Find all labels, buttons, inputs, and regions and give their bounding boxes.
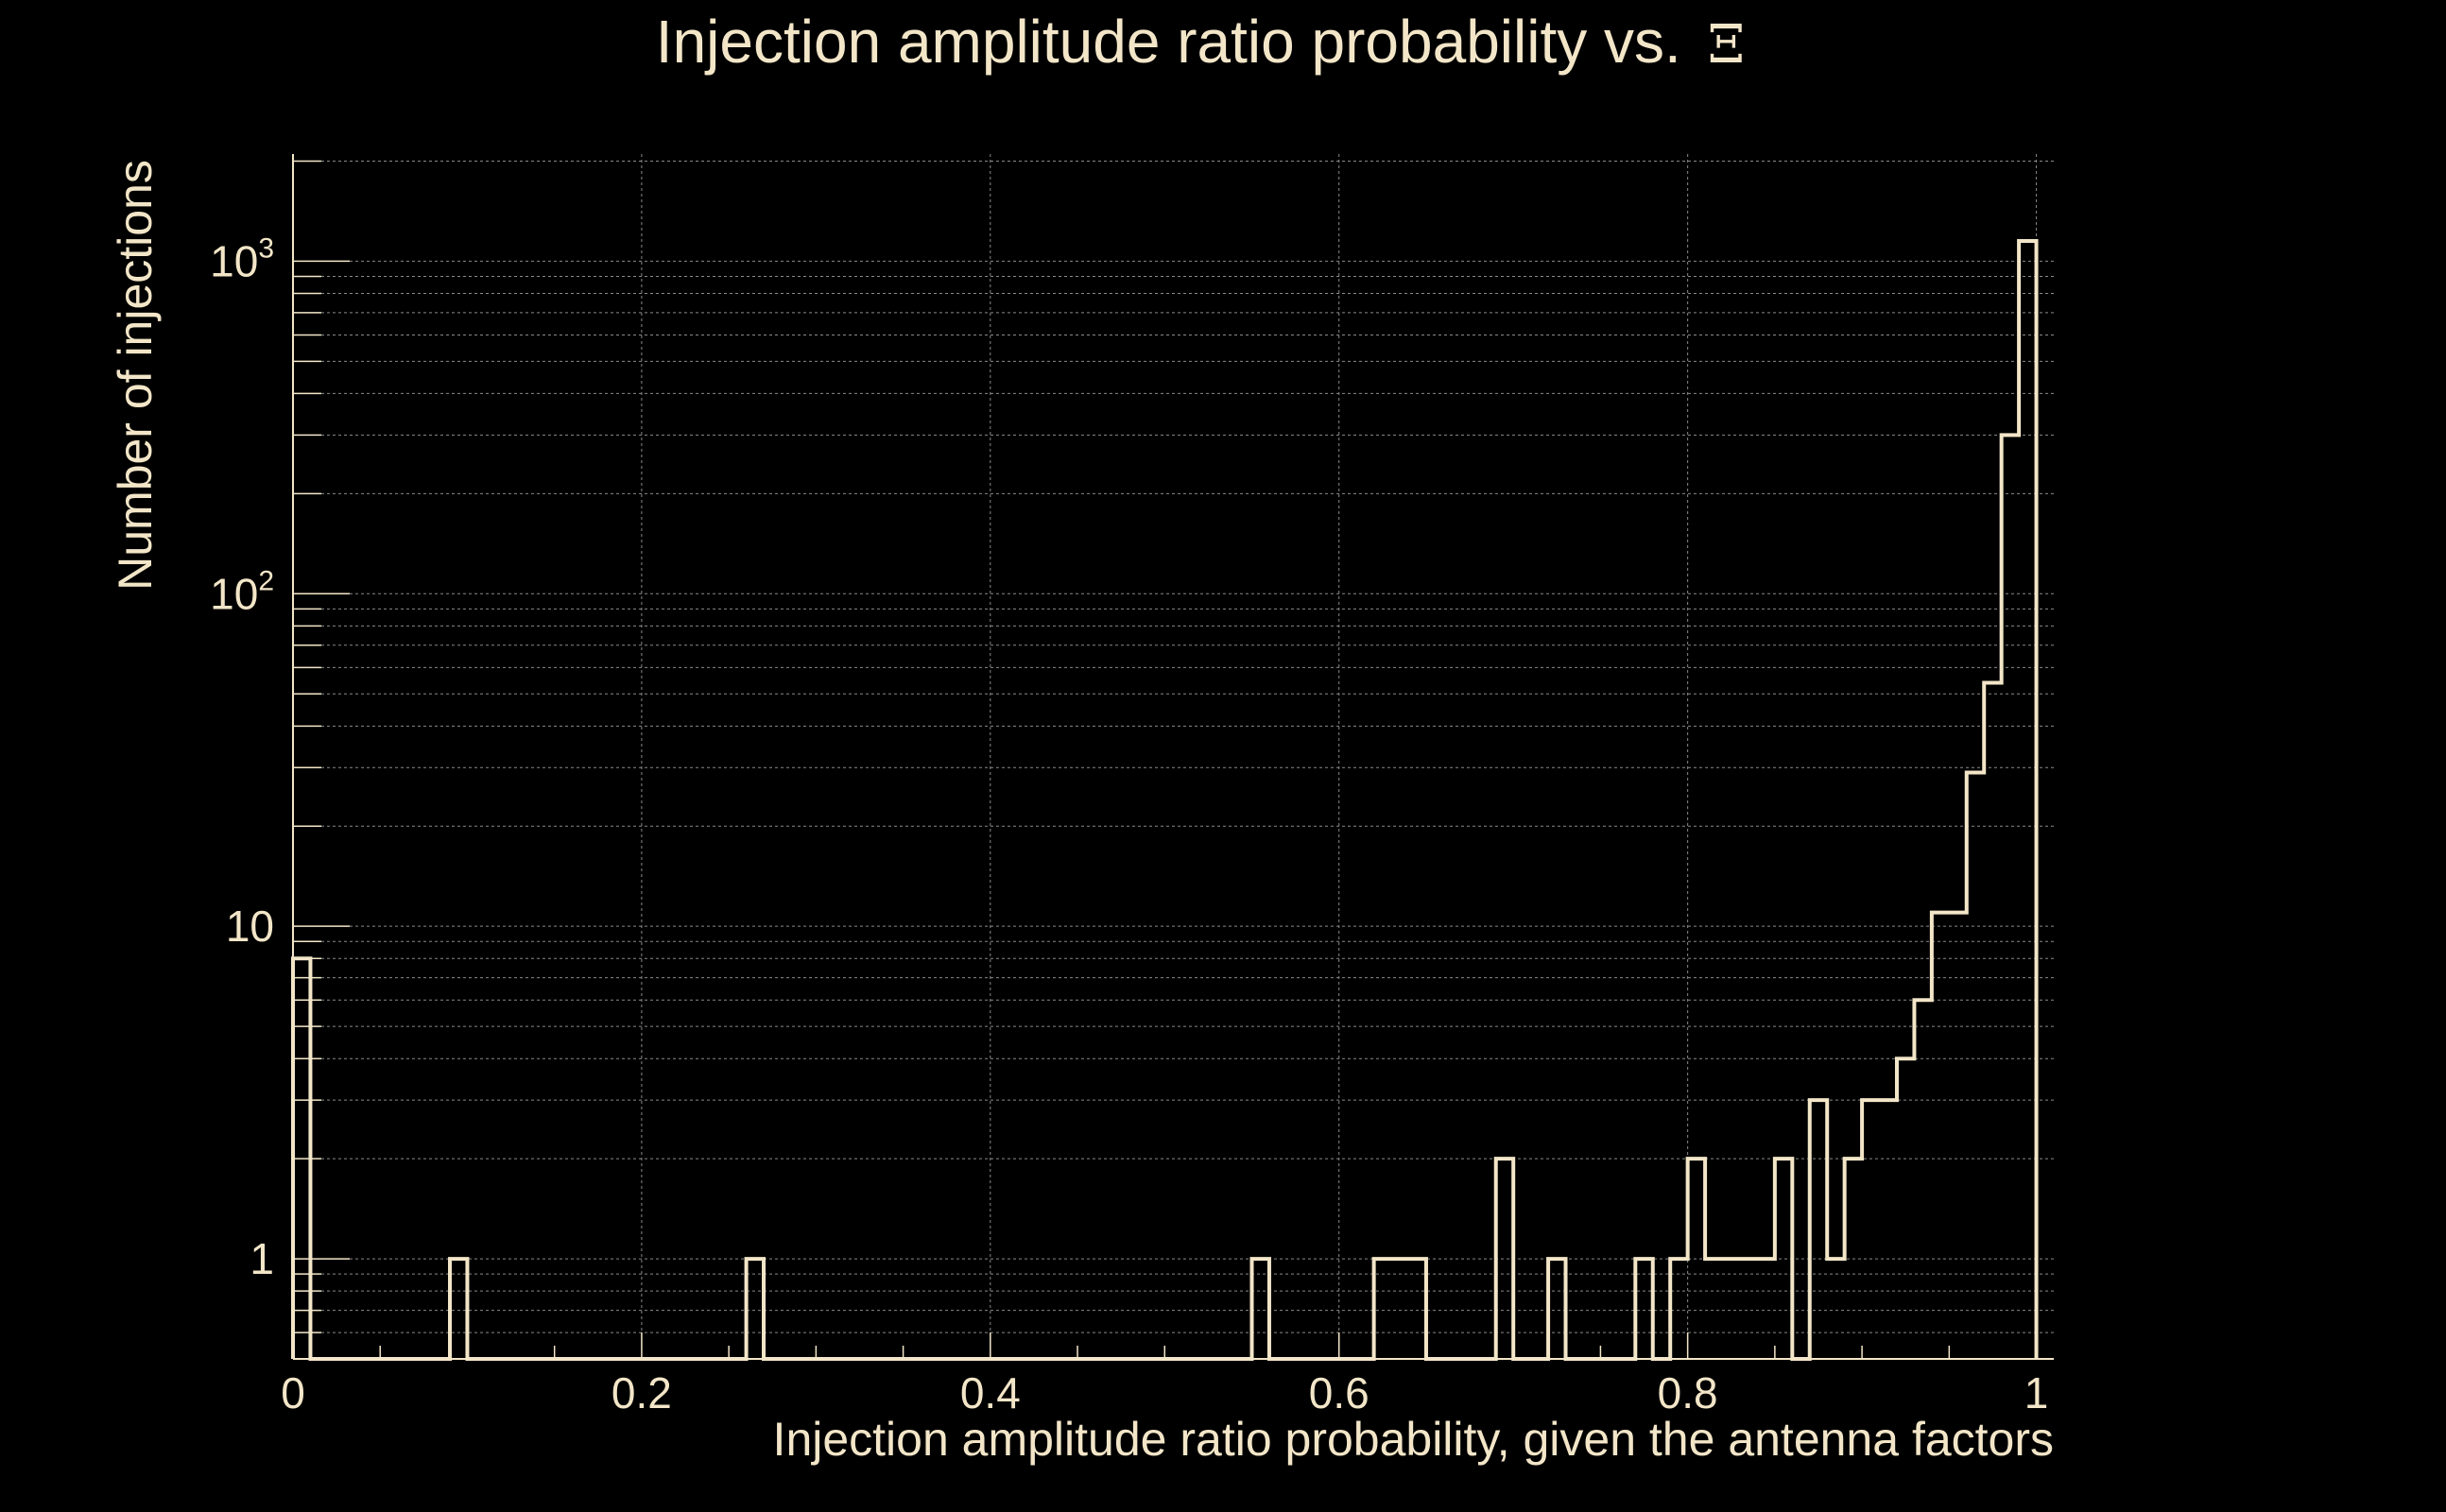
y-tick-label-0: 1	[250, 1234, 274, 1283]
chart-title: Injection amplitude ratio probability vs…	[656, 8, 1745, 76]
x-tick-label-0: 0	[281, 1368, 305, 1418]
chart-title-text: Injection amplitude ratio probability vs…	[656, 8, 1681, 76]
y-tick-labels: 1 10 102 103	[210, 232, 274, 1283]
x-tick-labels: 0 0.2 0.4 0.6 0.8 1	[281, 1368, 2048, 1418]
x-tick-label-5: 1	[2024, 1368, 2049, 1418]
histogram-series-line	[291, 239, 2039, 1361]
x-tick-label-4: 0.8	[1658, 1368, 1718, 1418]
axis-ticks	[292, 160, 2038, 1360]
x-axis-label: Injection amplitude ratio probability, g…	[773, 1413, 2054, 1466]
x-tick-label-1: 0.2	[612, 1368, 672, 1418]
y-axis-label: Number of injections	[109, 160, 162, 591]
x-tick-label-2: 0.4	[960, 1368, 1021, 1418]
chart-title-symbol: Ξ	[1708, 14, 1745, 76]
y-tick-label-1: 10	[226, 902, 274, 951]
x-tick-label-3: 0.6	[1309, 1368, 1369, 1418]
y-tick-label-2: 102	[210, 565, 274, 618]
y-tick-label-3: 103	[210, 232, 274, 285]
